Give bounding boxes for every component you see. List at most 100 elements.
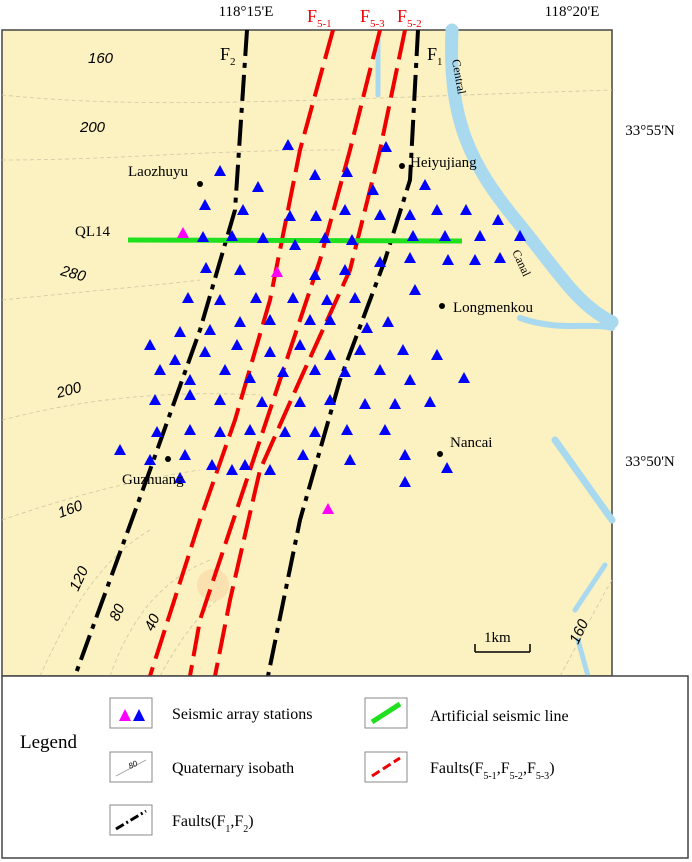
station — [206, 459, 218, 470]
legend-icons — [109, 697, 408, 836]
station — [339, 204, 351, 215]
legend-title: Legend — [20, 732, 77, 753]
lon-label: 118°20'E — [545, 4, 600, 20]
station — [184, 374, 196, 385]
station — [277, 366, 289, 377]
lat-label: 33°55'N — [625, 123, 675, 139]
fault-subscript: 5-2 — [407, 18, 422, 30]
legend-triangle-magenta — [119, 709, 131, 721]
scale-bar — [474, 644, 531, 653]
rivers — [375, 23, 619, 679]
station — [324, 349, 336, 360]
station — [389, 398, 401, 409]
station — [379, 424, 391, 435]
scale-label: 1km — [484, 630, 511, 646]
station — [404, 209, 416, 220]
station — [219, 364, 231, 375]
legend-text: Faults(F — [430, 760, 483, 777]
station — [279, 426, 291, 437]
station — [234, 264, 246, 275]
place-label: Guzhuang — [122, 472, 184, 488]
station — [226, 464, 238, 475]
legend-seismic-line — [370, 701, 402, 725]
station — [214, 294, 226, 305]
legend-label: Artificial seismic line — [430, 708, 569, 725]
station — [324, 394, 336, 405]
lon-label: 118°15'E — [219, 4, 274, 20]
legend-text: ,F — [497, 760, 510, 777]
station — [144, 339, 156, 350]
station — [182, 292, 194, 303]
station — [439, 230, 451, 241]
legend-subscript: 5-1 — [483, 771, 496, 782]
station — [289, 239, 301, 250]
isobath-label: 280 — [58, 262, 88, 285]
fault-subscript: 5-3 — [370, 18, 385, 30]
line-label: QL14 — [75, 224, 110, 240]
isobath-label: 80 — [106, 601, 129, 624]
station — [374, 209, 386, 220]
station — [297, 449, 309, 460]
station — [344, 454, 356, 465]
station — [324, 314, 336, 325]
station — [460, 204, 472, 215]
station — [174, 326, 186, 337]
station — [184, 389, 196, 400]
station — [239, 459, 251, 470]
fault-letter: F — [220, 44, 230, 64]
fault-letter: F — [307, 6, 317, 26]
station — [114, 444, 126, 455]
station — [309, 269, 321, 280]
station — [237, 204, 249, 215]
legend-text: Artificial seismic line — [430, 708, 569, 725]
legend-triangle-blue — [133, 709, 145, 721]
station — [149, 394, 161, 405]
legend-subscript: 1 — [225, 824, 230, 835]
legend-icon-label: 80 — [127, 759, 139, 771]
station — [382, 316, 394, 327]
lat-label: 33°50'N — [625, 454, 675, 470]
fault-label: F5-2 — [397, 6, 422, 30]
fault-subscript: 2 — [230, 56, 236, 68]
legend-text: ) — [248, 813, 253, 830]
fault-label: F1 — [427, 44, 443, 68]
station — [341, 424, 353, 435]
legend-fault-red — [371, 756, 401, 778]
station — [361, 322, 373, 333]
station — [374, 364, 386, 375]
legend-label: Faults(F1,F2) — [172, 813, 254, 835]
isobath-label: 200 — [54, 379, 84, 402]
station — [204, 324, 216, 335]
station — [294, 396, 306, 407]
station — [200, 262, 212, 273]
station — [244, 424, 256, 435]
station — [399, 449, 411, 460]
station — [419, 179, 431, 190]
station — [177, 227, 189, 238]
legend-subscript: 2 — [243, 824, 248, 835]
fault-label: F2 — [220, 44, 236, 68]
legend-fault-black — [115, 809, 147, 831]
legend-text: Quaternary isobath — [172, 760, 294, 777]
station — [310, 210, 322, 221]
station — [252, 181, 264, 192]
station — [294, 339, 306, 350]
station — [514, 230, 526, 241]
station — [264, 346, 276, 357]
station — [339, 366, 351, 377]
station — [442, 254, 454, 265]
legend-isobath — [115, 759, 147, 777]
station — [380, 141, 392, 152]
legend-label: Seismic array stations — [172, 706, 312, 723]
isobath-label: 40 — [141, 611, 164, 634]
legend-text: Seismic array stations — [172, 706, 312, 723]
station — [284, 210, 296, 221]
station — [184, 424, 196, 435]
station — [309, 169, 321, 180]
station — [179, 449, 191, 460]
fault-label: F5-3 — [360, 6, 385, 30]
legend-label: Faults(F5-1,F5-2,F5-3) — [430, 760, 555, 782]
station — [374, 256, 386, 267]
isobath-low — [197, 569, 229, 601]
fault-label: F5-1 — [307, 6, 332, 30]
